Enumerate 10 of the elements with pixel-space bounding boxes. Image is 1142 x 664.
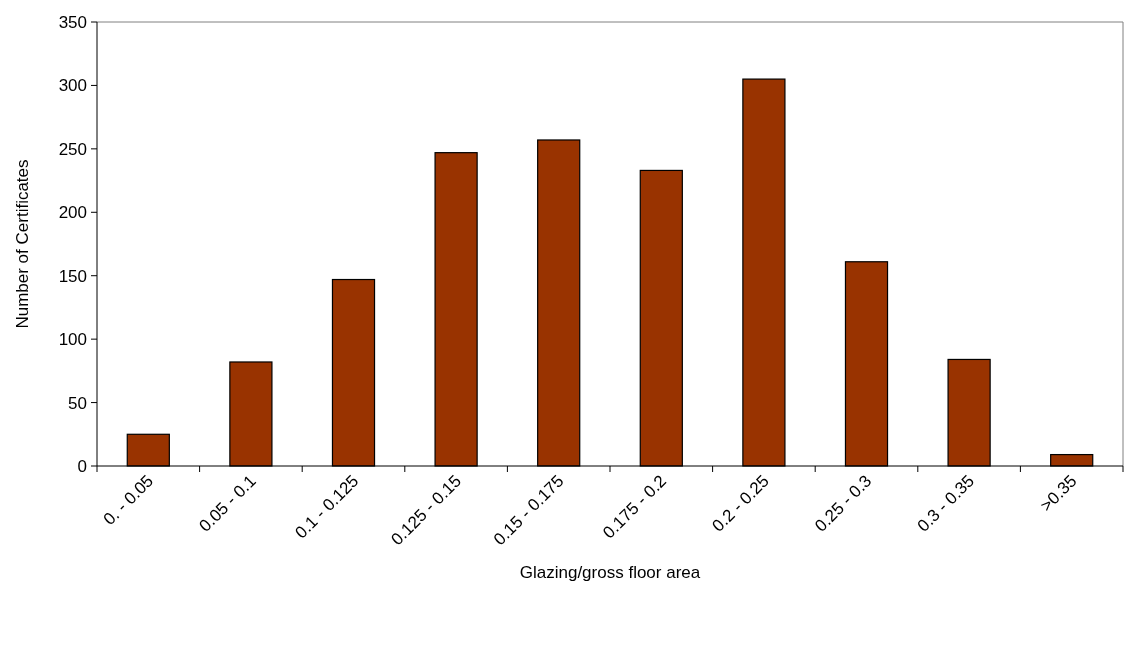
y-tick-label: 250 [58,139,87,159]
y-tick-label: 200 [58,203,87,223]
x-axis-title: Glazing/gross floor area [519,563,701,582]
y-tick-label: 150 [58,266,87,286]
y-tick-label: 0 [77,456,87,476]
y-tick-label: 50 [68,393,87,413]
y-tick-label: 350 [58,12,87,32]
y-tick-label: 300 [58,76,87,96]
y-axis-title: Number of Certificates [13,159,32,329]
y-tick-label: 100 [58,330,87,350]
